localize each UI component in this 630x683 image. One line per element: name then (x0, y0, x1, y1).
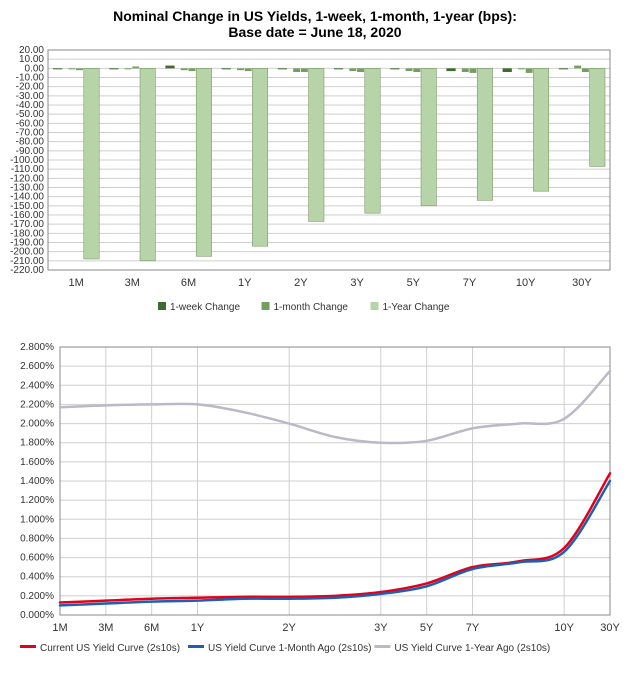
bar-1week (278, 68, 287, 69)
x-axis-label: 5Y (420, 622, 434, 634)
bar-1month (68, 68, 75, 69)
y-axis-tick: 1.000% (20, 514, 54, 525)
x-axis-label: 3M (125, 277, 140, 289)
bar-1week (109, 68, 118, 69)
bar-1year (477, 68, 492, 200)
x-axis-label: 30Y (600, 622, 620, 634)
bar-1month (526, 68, 533, 73)
legend-swatch (158, 302, 166, 310)
bar-1month (357, 68, 364, 72)
y-axis-tick: 2.400% (20, 380, 54, 391)
x-axis-label: 1Y (191, 622, 205, 634)
bar-chart: 20.0010.000.00-10.00-20.00-30.00-40.00-5… (0, 42, 620, 332)
yield-curve-line (60, 371, 610, 443)
y-axis-tick: 0.600% (20, 553, 54, 564)
x-axis-label: 7Y (463, 277, 477, 289)
x-axis-label: 5Y (407, 277, 421, 289)
y-axis-tick: 0.200% (20, 591, 54, 602)
page-container: { "title_line1": "Nominal Change in US Y… (0, 0, 630, 672)
x-axis-label: 2Y (294, 277, 308, 289)
bar-1year (365, 68, 380, 213)
bar-1year (421, 68, 436, 206)
bar-1year (84, 68, 99, 259)
legend-label: US Yield Curve 1-Year Ago (2s10s) (394, 643, 550, 654)
y-axis-tick: 2.800% (20, 342, 54, 353)
y-axis-tick: 0.400% (20, 572, 54, 583)
y-axis-tick: 2.600% (20, 361, 54, 372)
bar-1month (413, 68, 420, 72)
bar-1year (309, 68, 324, 221)
bar-1month (189, 68, 196, 71)
legend-label: Current US Yield Curve (2s10s) (40, 643, 180, 654)
bar-1month (181, 68, 188, 70)
bar-1month (125, 68, 132, 69)
x-axis-label: 2Y (282, 622, 296, 634)
y-axis-tick: 1.800% (20, 438, 54, 449)
bar-1year (533, 68, 548, 191)
bar-1week (559, 68, 568, 69)
legend-label: US Yield Curve 1-Month Ago (2s10s) (208, 643, 371, 654)
bar-1month (132, 67, 139, 69)
bar-1week (503, 68, 512, 72)
bar-1month (237, 68, 244, 70)
bar-1week (53, 68, 62, 69)
legend-swatch (374, 645, 390, 648)
y-axis-tick: 1.600% (20, 457, 54, 468)
bar-1month (518, 68, 525, 69)
x-axis-label: 3Y (350, 277, 364, 289)
bar-1month (406, 68, 413, 71)
chart-title: Nominal Change in US Yields, 1-week, 1-m… (0, 0, 630, 42)
bar-1month (462, 68, 469, 72)
bar-1month (582, 68, 589, 72)
y-axis-tick: 1.400% (20, 476, 54, 487)
bar-1month (349, 68, 356, 71)
y-axis-tick: 0.800% (20, 533, 54, 544)
x-axis-label: 7Y (466, 622, 480, 634)
title-line-2: Base date = June 18, 2020 (228, 24, 401, 40)
y-axis-tick: 2.200% (20, 399, 54, 410)
bar-1month (301, 68, 308, 72)
x-axis-label: 30Y (572, 277, 592, 289)
legend-label: 1-week Change (170, 302, 240, 313)
x-axis-label: 1Y (238, 277, 252, 289)
y-axis-tick: 1.200% (20, 495, 54, 506)
x-axis-label: 1M (52, 622, 67, 634)
x-axis-label: 6M (181, 277, 196, 289)
bar-1month (470, 68, 477, 73)
x-axis-label: 10Y (516, 277, 536, 289)
y-axis-tick: 2.000% (20, 419, 54, 430)
x-axis-label: 1M (68, 277, 83, 289)
x-axis-label: 6M (144, 622, 159, 634)
bar-1week (390, 68, 399, 69)
legend-label: 1-Year Change (383, 302, 450, 313)
legend-swatch (20, 645, 36, 648)
bar-1week (165, 66, 174, 69)
legend-swatch (371, 302, 379, 310)
bar-1year (252, 68, 267, 246)
legend-swatch (262, 302, 270, 310)
yield-curve-chart: 0.000% 0.200% 0.400% 0.600% 0.800% 1.000% 1.20… (0, 337, 620, 667)
y-axis-tick: 0.000% (20, 610, 54, 621)
bar-1year (140, 68, 155, 260)
x-axis-label: 10Y (554, 622, 574, 634)
bar-1year (196, 68, 211, 256)
title-line-1: Nominal Change in US Yields, 1-week, 1-m… (113, 8, 517, 24)
legend-swatch (188, 645, 204, 648)
x-axis-label: 3Y (374, 622, 388, 634)
bar-1week (222, 68, 231, 69)
bar-1month (293, 68, 300, 72)
bar-1month (245, 68, 252, 71)
legend-label: 1-month Change (274, 302, 349, 313)
bar-1month (574, 66, 581, 69)
bar-1week (334, 68, 343, 69)
bar-1year (590, 68, 605, 166)
svg-text:-220.00: -220.00 (10, 265, 44, 276)
x-axis-label: 3M (98, 622, 113, 634)
bar-1week (446, 68, 455, 71)
bar-1month (76, 68, 83, 70)
